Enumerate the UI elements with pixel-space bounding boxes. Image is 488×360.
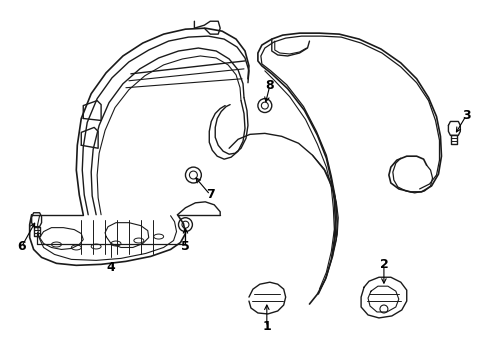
Text: 6: 6 — [18, 240, 26, 253]
Text: 3: 3 — [461, 109, 469, 122]
Text: 5: 5 — [181, 240, 189, 253]
Text: 7: 7 — [205, 188, 214, 201]
Text: 8: 8 — [265, 79, 274, 92]
Text: 2: 2 — [379, 258, 387, 271]
Text: 1: 1 — [262, 320, 271, 333]
Text: 4: 4 — [106, 261, 115, 274]
